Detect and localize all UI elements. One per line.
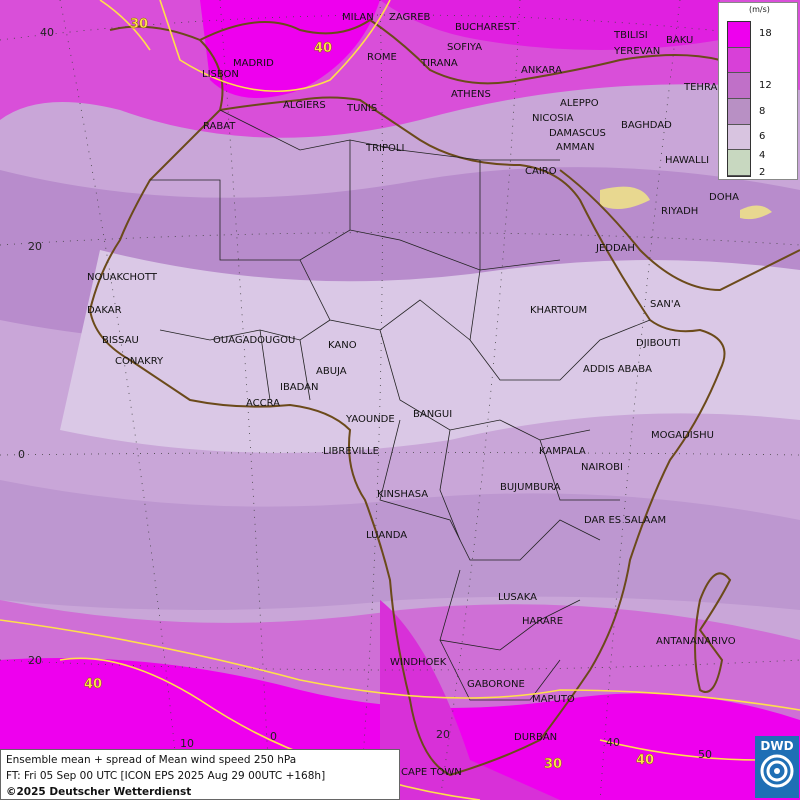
city-label: MADRID bbox=[233, 58, 274, 69]
city-label: NOUAKCHOTT bbox=[87, 272, 158, 283]
caption-copyright: ©2025 Deutscher Wetterdienst bbox=[6, 786, 192, 798]
legend-tick: 4 bbox=[759, 150, 766, 161]
lat-label: 20 bbox=[28, 654, 42, 667]
city-label: BAKU bbox=[666, 35, 693, 46]
dwd-logo-text: DWD bbox=[760, 739, 794, 753]
city-label: BAGHDAD bbox=[621, 120, 672, 131]
city-label: BISSAU bbox=[102, 335, 139, 346]
lon-label: 0 bbox=[270, 730, 277, 743]
city-label: CONAKRY bbox=[115, 356, 164, 367]
lat-label: 0 bbox=[18, 448, 25, 461]
legend-tick: 18 bbox=[759, 28, 772, 39]
city-label: BANGUI bbox=[413, 409, 452, 420]
legend: (m/s) 18 12 8 6 4 2 bbox=[718, 2, 798, 180]
city-label: TBILISI bbox=[613, 30, 648, 41]
city-label: LUSAKA bbox=[498, 592, 537, 603]
isotach-label: 30 bbox=[130, 17, 148, 32]
city-label: ABUJA bbox=[316, 366, 347, 377]
legend-swatch bbox=[728, 124, 750, 151]
legend-tick: 8 bbox=[759, 106, 766, 117]
city-label: LIBREVILLE bbox=[323, 446, 379, 457]
city-label: IBADAN bbox=[280, 382, 319, 393]
dwd-logo: DWD bbox=[755, 736, 799, 798]
city-label: LUANDA bbox=[366, 530, 407, 541]
city-label: RIYADH bbox=[661, 206, 698, 217]
city-label: HARARE bbox=[522, 616, 563, 627]
city-label: TUNIS bbox=[346, 103, 377, 114]
legend-swatch bbox=[728, 150, 750, 177]
city-label: OUAGADOUGOU bbox=[213, 335, 295, 346]
city-label: ALGIERS bbox=[283, 100, 326, 111]
city-label: CAPE TOWN bbox=[401, 767, 462, 778]
isotach-label: 40 bbox=[314, 41, 332, 56]
legend-tick: 12 bbox=[759, 80, 772, 91]
city-label: BUJUMBURA bbox=[500, 482, 561, 493]
city-label: SOFIYA bbox=[447, 42, 482, 53]
lat-label: 40 bbox=[40, 26, 54, 39]
legend-swatch bbox=[728, 22, 750, 48]
city-label: YAOUNDE bbox=[345, 414, 395, 425]
city-label: KHARTOUM bbox=[530, 305, 587, 316]
city-label: GABORONE bbox=[467, 679, 525, 690]
legend-swatch bbox=[728, 73, 750, 100]
city-label: DOHA bbox=[709, 192, 739, 203]
legend-tick: 2 bbox=[759, 167, 766, 178]
caption-forecast-time: FT: Fri 05 Sep 00 UTC [ICON EPS 2025 Aug… bbox=[6, 770, 326, 782]
legend-swatch bbox=[728, 47, 750, 74]
city-label: JEDDAH bbox=[595, 243, 635, 254]
city-label: KINSHASA bbox=[377, 489, 428, 500]
legend-unit: (m/s) bbox=[749, 5, 770, 14]
city-label: NAIROBI bbox=[581, 462, 623, 473]
city-label: RABAT bbox=[203, 121, 236, 132]
lon-label: 40 bbox=[606, 736, 620, 749]
city-label: DAMASCUS bbox=[549, 128, 606, 139]
lat-label: 20 bbox=[28, 240, 42, 253]
city-label: ATHENS bbox=[451, 89, 491, 100]
city-label: MOGADISHU bbox=[651, 430, 714, 441]
lon-label: 50 bbox=[698, 748, 712, 761]
city-label: WINDHOEK bbox=[390, 657, 447, 668]
city-label: KANO bbox=[328, 340, 357, 351]
city-label: ZAGREB bbox=[389, 12, 431, 23]
city-label: CAIRO bbox=[525, 166, 557, 177]
city-label: DJIBOUTI bbox=[636, 338, 681, 349]
city-label: YEREVAN bbox=[613, 46, 660, 57]
city-label: LISBON bbox=[202, 69, 239, 80]
isotach-label: 40 bbox=[84, 677, 102, 692]
city-label: DAKAR bbox=[87, 305, 122, 316]
city-label: DAR ES SALAAM bbox=[584, 515, 666, 526]
city-label: KAMPALA bbox=[539, 446, 586, 457]
legend-swatch bbox=[728, 99, 750, 125]
isotach-label: 40 bbox=[636, 753, 654, 768]
legend-tick: 6 bbox=[759, 131, 766, 142]
city-label: TIRANA bbox=[420, 58, 458, 69]
city-label: BUCHAREST bbox=[455, 22, 517, 33]
dwd-spiral-icon bbox=[760, 754, 794, 788]
city-label: ACCRA bbox=[246, 398, 280, 409]
city-label: ADDIS ABABA bbox=[583, 364, 652, 375]
city-label: SAN'A bbox=[650, 299, 681, 310]
city-label: ANKARA bbox=[521, 65, 562, 76]
legend-colorbar bbox=[727, 21, 751, 177]
city-label: ALEPPO bbox=[560, 98, 599, 109]
city-label: MILAN bbox=[342, 12, 374, 23]
city-label: ANTANANARIVO bbox=[656, 636, 736, 647]
lon-label: 20 bbox=[436, 728, 450, 741]
lon-label: 10 bbox=[180, 737, 194, 750]
city-label: ROME bbox=[367, 52, 397, 63]
city-label: AMMAN bbox=[556, 142, 594, 153]
city-label: HAWALLI bbox=[665, 155, 709, 166]
city-label: NICOSIA bbox=[532, 113, 574, 124]
city-label: MAPUTO bbox=[532, 694, 575, 705]
city-label: TEHRA bbox=[683, 82, 717, 93]
isotach-label: 30 bbox=[544, 757, 562, 772]
caption-title: Ensemble mean + spread of Mean wind spee… bbox=[6, 754, 297, 766]
caption-box: Ensemble mean + spread of Mean wind spee… bbox=[0, 749, 400, 800]
city-label: TRIPOLI bbox=[365, 143, 404, 154]
city-label: DURBAN bbox=[514, 732, 557, 743]
